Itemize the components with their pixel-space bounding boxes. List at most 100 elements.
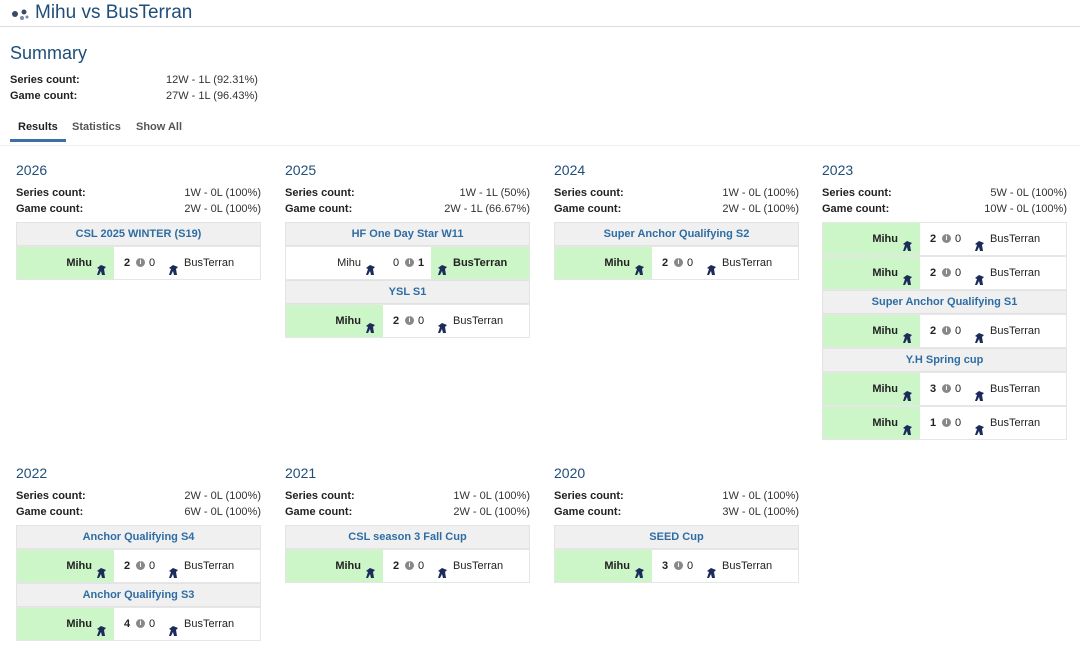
year-series-label: Series count: xyxy=(16,490,86,502)
info-icon[interactable]: i xyxy=(674,561,683,570)
player2-score: 0 xyxy=(687,560,694,572)
tournament-link[interactable]: Super Anchor Qualifying S2 xyxy=(554,222,799,246)
info-icon[interactable]: i xyxy=(942,418,951,427)
tournament-link[interactable]: Anchor Qualifying S4 xyxy=(16,525,261,549)
year-title: 2024 xyxy=(554,162,586,178)
tournament-link[interactable]: YSL S1 xyxy=(285,280,530,304)
year-game-row: Game count: 10W - 0L (100%) xyxy=(822,203,1067,217)
year-game-label: Game count: xyxy=(822,203,890,215)
info-icon[interactable]: i xyxy=(942,268,951,277)
player2-name[interactable]: BusTerran xyxy=(184,560,235,572)
player2-cell: BusTerran xyxy=(431,305,529,337)
player2-name[interactable]: BusTerran xyxy=(990,267,1041,279)
tournament-link[interactable]: Anchor Qualifying S3 xyxy=(16,583,261,607)
player2-name[interactable]: BusTerran xyxy=(453,315,504,327)
tournament-link[interactable]: CSL season 3 Fall Cup xyxy=(285,525,530,549)
player2-name[interactable]: BusTerran xyxy=(453,560,504,572)
year-game-row: Game count: 2W - 0L (100%) xyxy=(16,203,261,217)
player2-score: 0 xyxy=(149,257,156,269)
year-series-label: Series count: xyxy=(554,490,624,502)
tournament-link[interactable]: SEED Cup xyxy=(554,525,799,549)
player1-name[interactable]: Mihu xyxy=(604,257,630,269)
terran-race-icon xyxy=(96,618,107,636)
tournament-link[interactable]: Super Anchor Qualifying S1 xyxy=(822,290,1067,314)
year-series-row: Series count: 1W - 0L (100%) xyxy=(16,187,261,201)
player2-score: 0 xyxy=(955,233,962,245)
player1-score: 2 xyxy=(662,257,669,269)
player1-score: 2 xyxy=(393,560,400,572)
player2-name[interactable]: BusTerran xyxy=(990,417,1041,429)
year-title: 2026 xyxy=(16,162,48,178)
tab-show-all[interactable]: Show All xyxy=(136,121,183,133)
player2-name[interactable]: BusTerran xyxy=(184,618,235,630)
player2-cell: BusTerran xyxy=(700,247,798,279)
player1-name[interactable]: Mihu xyxy=(337,257,361,269)
terran-race-icon xyxy=(902,325,913,343)
info-icon[interactable]: i xyxy=(942,326,951,335)
player2-name[interactable]: BusTerran xyxy=(722,257,773,269)
player1-name[interactable]: Mihu xyxy=(66,257,92,269)
player1-cell: Mihu xyxy=(823,223,920,255)
player2-score: 0 xyxy=(955,325,962,337)
year-game-row: Game count: 6W - 0L (100%) xyxy=(16,506,261,520)
player1-cell: Mihu xyxy=(286,247,383,279)
match-row: Mihu 2 i 0 BusTerran xyxy=(822,314,1067,348)
year-series-row: Series count: 1W - 0L (100%) xyxy=(554,490,799,504)
info-icon[interactable]: i xyxy=(942,384,951,393)
info-icon[interactable]: i xyxy=(405,258,414,267)
terran-race-icon xyxy=(706,257,717,275)
player1-name[interactable]: Mihu xyxy=(66,618,92,630)
player1-score: 3 xyxy=(930,383,937,395)
player2-name[interactable]: BusTerran xyxy=(184,257,235,269)
player2-cell: BusTerran xyxy=(700,550,798,582)
terran-race-icon xyxy=(902,267,913,285)
year-series-label: Series count: xyxy=(285,490,355,502)
info-icon[interactable]: i xyxy=(136,619,145,628)
tab-statistics[interactable]: Statistics xyxy=(72,121,121,133)
tournament-link[interactable]: HF One Day Star W11 xyxy=(285,222,530,246)
player1-cell: Mihu xyxy=(555,247,652,279)
player1-name[interactable]: Mihu xyxy=(66,560,92,572)
tab-results[interactable]: Results xyxy=(10,116,66,142)
player2-cell: BusTerran xyxy=(431,247,529,279)
player2-name[interactable]: BusTerran xyxy=(722,560,773,572)
player2-name[interactable]: BusTerran xyxy=(990,233,1041,245)
year-game-value: 6W - 0L (100%) xyxy=(184,506,261,518)
player1-name[interactable]: Mihu xyxy=(335,560,361,572)
player2-cell: BusTerran xyxy=(968,223,1066,255)
info-icon[interactable]: i xyxy=(405,561,414,570)
year-series-value: 1W - 0L (100%) xyxy=(722,490,799,502)
player1-name[interactable]: Mihu xyxy=(335,315,361,327)
player1-score: 3 xyxy=(662,560,669,572)
summary-game-label: Game count: xyxy=(10,90,78,102)
year-game-value: 2W - 1L (66.67%) xyxy=(444,203,530,215)
player2-name[interactable]: BusTerran xyxy=(990,325,1041,337)
player2-score: 0 xyxy=(149,618,156,630)
info-icon[interactable]: i xyxy=(942,234,951,243)
player1-name[interactable]: Mihu xyxy=(604,560,630,572)
player1-name[interactable]: Mihu xyxy=(872,325,898,337)
info-icon[interactable]: i xyxy=(405,316,414,325)
player1-name[interactable]: Mihu xyxy=(872,233,898,245)
info-icon[interactable]: i xyxy=(136,258,145,267)
summary-game-value: 27W - 1L (96.43%) xyxy=(166,90,258,102)
info-icon[interactable]: i xyxy=(136,561,145,570)
tournament-link[interactable]: Y.H Spring cup xyxy=(822,348,1067,372)
player1-name[interactable]: Mihu xyxy=(872,267,898,279)
info-icon[interactable]: i xyxy=(674,258,683,267)
player2-name[interactable]: BusTerran xyxy=(453,257,508,269)
player1-name[interactable]: Mihu xyxy=(872,417,898,429)
match-row: Mihu 2 i 0 BusTerran xyxy=(16,549,261,583)
tournament-link[interactable]: CSL 2025 WINTER (S19) xyxy=(16,222,261,246)
player2-name[interactable]: BusTerran xyxy=(990,383,1041,395)
player2-cell: BusTerran xyxy=(968,257,1066,289)
player1-score: 2 xyxy=(930,325,937,337)
summary-series-row: Series count: 12W - 1L (92.31%) xyxy=(10,74,330,88)
year-title: 2021 xyxy=(285,465,317,481)
player1-name[interactable]: Mihu xyxy=(872,383,898,395)
player1-cell: Mihu xyxy=(555,550,652,582)
player1-cell: Mihu xyxy=(17,550,114,582)
